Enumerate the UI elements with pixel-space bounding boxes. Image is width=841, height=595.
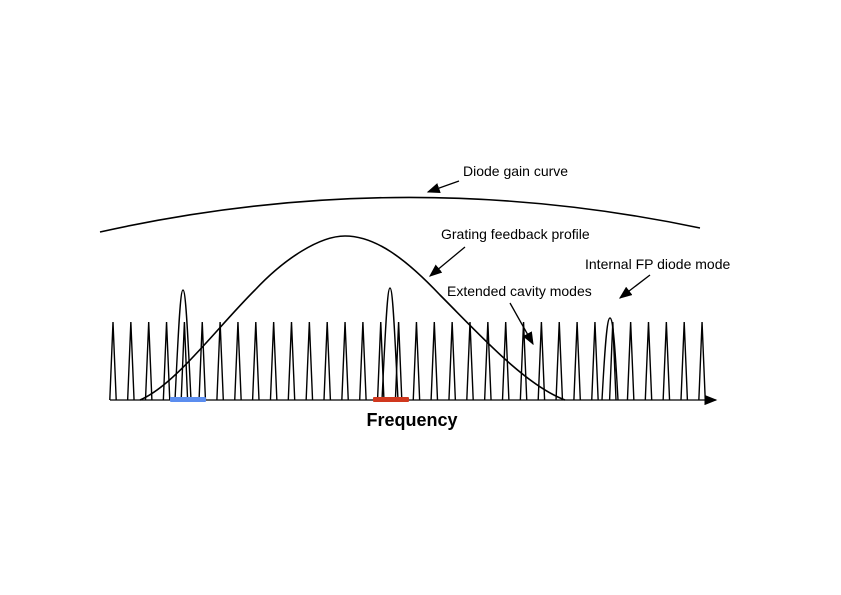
cavity-mode-spike xyxy=(537,321,546,401)
cavity-mode-spike xyxy=(555,321,564,401)
cavity-mode-spike xyxy=(269,321,278,401)
marker-left xyxy=(170,397,206,402)
cavity-mode-spike xyxy=(234,321,242,401)
cavity-mode-spike xyxy=(680,321,689,401)
marker-center xyxy=(373,397,409,402)
arrow-fp-mode xyxy=(618,274,651,299)
label-diode-gain-curve: Diode gain curve xyxy=(463,163,568,179)
cavity-mode-spike xyxy=(412,321,421,401)
cavity-mode-spike xyxy=(126,321,135,401)
arrow-grating-profile xyxy=(428,246,466,277)
cavity-mode-spike xyxy=(573,321,581,401)
cavity-mode-spike xyxy=(430,321,439,401)
cavity-mode-spike xyxy=(251,321,260,401)
cavity-mode-spike xyxy=(591,321,599,401)
diode-gain-curve xyxy=(99,196,701,233)
cavity-mode-spike xyxy=(198,321,207,401)
tall-mode-left xyxy=(174,289,192,401)
cavity-mode-spike xyxy=(323,321,332,401)
cavity-mode-spike xyxy=(287,321,296,401)
cavity-mode-spike xyxy=(662,321,671,401)
cavity-mode-spike xyxy=(626,321,635,401)
cavity-mode-spike xyxy=(180,321,189,401)
label-frequency: Frequency xyxy=(366,410,457,430)
cavity-mode-spike xyxy=(519,321,528,401)
cavity-mode-spike xyxy=(466,321,474,401)
cavity-mode-spike xyxy=(698,321,706,401)
label-internal-fp-diode-mode: Internal FP diode mode xyxy=(585,256,730,272)
cavity-mode-spike xyxy=(501,321,510,401)
cavity-mode-spike xyxy=(216,321,224,401)
cavity-mode-spike xyxy=(608,321,617,401)
cavity-mode-spike xyxy=(162,321,171,401)
cavity-mode-spike xyxy=(359,321,367,401)
arrow-cavity-modes xyxy=(509,302,534,346)
arrow-gain-curve xyxy=(426,180,460,193)
internal-fp-diode-mode xyxy=(601,317,619,401)
cavity-mode-spike xyxy=(341,321,349,401)
cavity-mode-spike xyxy=(644,321,653,401)
extended-cavity-modes xyxy=(109,321,706,401)
cavity-mode-spike xyxy=(144,321,153,401)
cavity-mode-spike xyxy=(305,321,314,401)
tall-mode-center xyxy=(381,287,399,401)
cavity-mode-spike xyxy=(483,321,492,401)
cavity-mode-spike xyxy=(448,321,457,401)
label-extended-cavity-modes: Extended cavity modes xyxy=(447,283,592,299)
cavity-mode-spike xyxy=(376,321,385,401)
label-grating-feedback-profile: Grating feedback profile xyxy=(441,226,590,242)
grating-feedback-profile xyxy=(139,235,566,401)
cavity-mode-spike xyxy=(109,321,117,401)
